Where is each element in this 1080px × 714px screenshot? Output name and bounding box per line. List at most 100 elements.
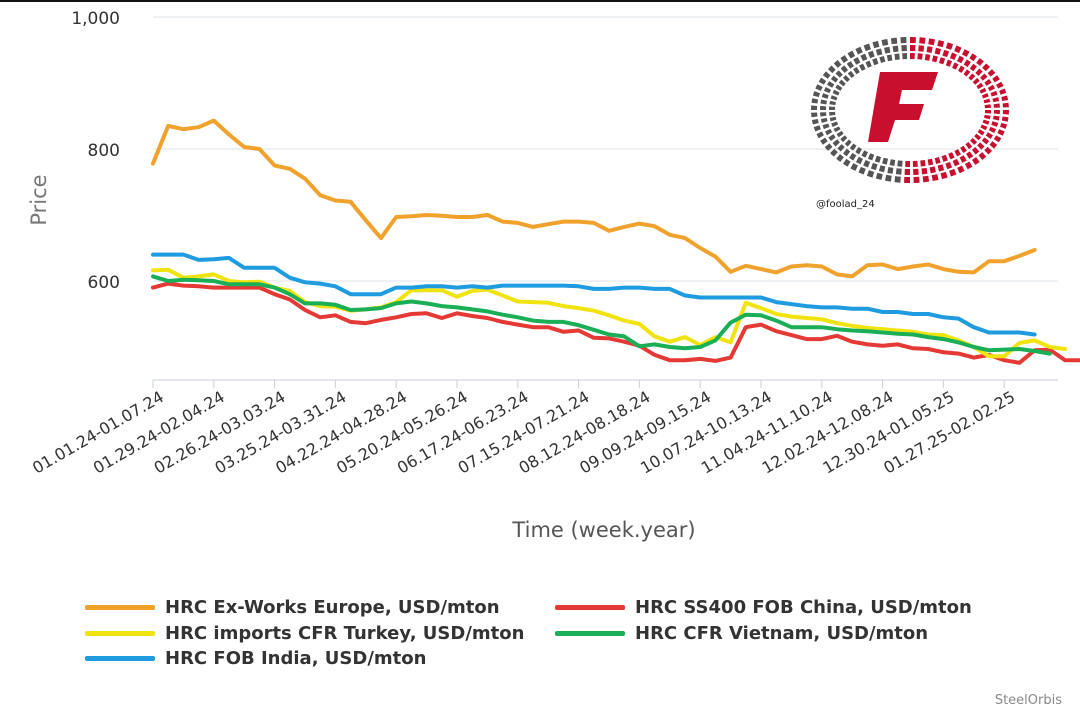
logo-ring-segment: [849, 152, 857, 161]
logo-ring-segment: [987, 84, 995, 92]
logo-ring-segment: [977, 142, 985, 150]
logo-ring-segment: [952, 62, 959, 70]
logo-ring-segment: [829, 116, 837, 122]
logo-ring-segment: [992, 75, 1000, 83]
logo-ring-segment: [828, 134, 836, 142]
logo-ring-segment: [971, 147, 980, 155]
logo-ring-segment: [861, 150, 868, 158]
logo-ring-segment: [875, 48, 883, 56]
logo-ring-segment: [919, 37, 926, 44]
logo-ring-segment: [990, 90, 998, 97]
logo-ring-segment: [1001, 116, 1009, 122]
logo-ring-segment: [858, 166, 866, 175]
logo-ring-segment: [968, 73, 976, 81]
logo-ring-segment: [872, 58, 879, 66]
logo-ring-segment: [934, 47, 942, 55]
logo-ring-segment: [941, 154, 948, 162]
logo-ring-segment: [938, 57, 946, 65]
logo-ring-segment: [956, 55, 965, 64]
series-line-1: [151, 281, 1080, 365]
logo-ring-segment: [966, 151, 974, 159]
logo-ring-segment: [895, 168, 902, 175]
logo-ring-segment: [847, 50, 856, 59]
logo-ring-segment: [952, 158, 960, 167]
logo-ring-segment: [836, 154, 844, 162]
logo-ring-segment: [974, 133, 982, 141]
logo-ring-segment: [892, 45, 899, 53]
logo-ring-segment: [890, 37, 898, 45]
logo-ring-segment: [987, 69, 996, 77]
series-line-3: [151, 274, 1052, 356]
logo-ring-segment: [969, 63, 977, 72]
logo-ring-segment: [984, 146, 993, 155]
logo-ring-segment: [842, 75, 850, 83]
logo-ring-segment: [969, 53, 977, 62]
logo-ring-segment: [983, 98, 991, 104]
logo-ring-segment: [937, 40, 945, 48]
x-axis-label: Time (week.year): [511, 518, 695, 542]
logo-ring-segment: [945, 161, 953, 170]
logo-ring-segment: [882, 157, 889, 165]
logo-ring-segment: [931, 55, 938, 63]
foolad-f-icon: [868, 72, 938, 142]
logo-ring-segment: [980, 73, 988, 81]
logo-ring-segment: [840, 135, 848, 143]
logo-ring-segment: [832, 139, 840, 147]
logo-ring-segment: [847, 70, 855, 79]
logo-ring-segment: [829, 100, 836, 106]
logo-ring-segment: [836, 130, 844, 138]
logo-ring-segment: [985, 132, 993, 139]
logo-ring-segment: [816, 131, 824, 139]
logo-ring-segment: [921, 167, 928, 175]
y-tick-label: 800: [88, 141, 120, 161]
logo-ring-segment: [885, 174, 892, 182]
logo-ring-segment: [988, 126, 997, 133]
series-line-4: [151, 252, 1037, 337]
logo-ring-segment: [980, 124, 988, 131]
source-credit: SteelOrbis: [994, 693, 1062, 708]
logo-ring-segment: [982, 119, 990, 125]
logo-ring-segment: [996, 81, 1004, 89]
logo-ring-segment: [843, 158, 851, 167]
logo-ring-segment: [855, 156, 864, 165]
logo-ring-segment: [937, 164, 945, 172]
logo-ring-segment: [815, 84, 823, 91]
logo-ring-segment: [978, 152, 987, 160]
logo-ring-segment: [894, 53, 900, 60]
logo-ring-segment: [825, 128, 833, 136]
logo-ring-segment: [865, 60, 872, 68]
logo-ring-segment: [849, 143, 857, 151]
logo-ring-segment: [948, 152, 955, 160]
logo-ring-segment: [999, 88, 1007, 95]
logo-ring-segment: [884, 46, 891, 54]
logo-ring-segment: [874, 155, 882, 163]
y-axis-label: Price: [27, 174, 51, 225]
logo-ring-segment: [846, 61, 854, 69]
logo-ring-segment: [981, 93, 989, 99]
logo-ring-segment: [832, 89, 840, 96]
logo-ring-segment: [963, 69, 971, 77]
logo-ring-segment: [984, 114, 991, 120]
logo-ring-segment: [963, 59, 971, 68]
logo-ring-segment: [889, 159, 896, 166]
logo-ring-segment: [918, 45, 925, 52]
logo-ring-segment: [927, 158, 934, 166]
logo-ring-segment: [886, 54, 893, 62]
logo-ring-segment: [863, 160, 871, 168]
logo-ring-segment: [940, 171, 948, 180]
logo-ring-segment: [867, 153, 875, 161]
logo-ring-segment: [924, 54, 931, 61]
logo-ring-segment: [954, 149, 961, 157]
logo-ring-segment: [922, 175, 930, 183]
logo-ring-segment: [959, 155, 967, 163]
logo-ring-segment: [945, 42, 954, 50]
logo-ring-segment: [822, 123, 830, 130]
logo-ring-segment: [835, 70, 843, 78]
logo-ring-segment: [958, 65, 965, 73]
logo-ring-segment: [964, 161, 973, 170]
logo-ring-segment: [853, 67, 860, 75]
logo-ring-segment: [945, 59, 953, 67]
logo-ring-segment: [894, 176, 901, 183]
logo-ring-segment: [811, 98, 819, 104]
